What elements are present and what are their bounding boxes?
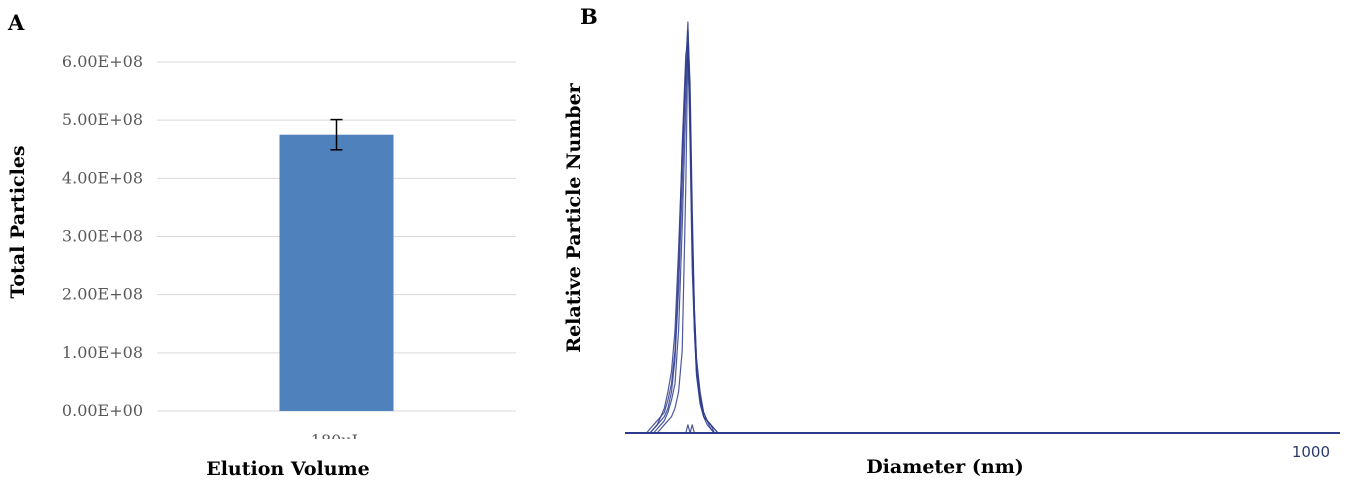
panel-a-letter: A: [7, 10, 25, 35]
a-bars: [279, 118, 394, 412]
a-y-tick-label: 5.00E+08: [62, 110, 143, 129]
b-x-axis-title: Diameter (nm): [866, 456, 1024, 478]
a-y-tick-label: 3.00E+08: [62, 227, 143, 246]
a-y-axis-title: Total Particles: [7, 145, 29, 298]
a-x-category-labels: 180uL: [311, 431, 363, 450]
b-series-line: [625, 41, 1340, 434]
b-y-axis-title: Relative Particle Number: [563, 82, 585, 352]
a-y-tick-labels: 0.00E+00 1.00E+08 2.00E+08 3.00E+08 4.00E+08…: [62, 52, 143, 420]
b-series-line: [625, 424, 1340, 434]
panel-b-chart: 1000: [625, 21, 1340, 461]
a-x-axis-title: Elution Volume: [206, 458, 370, 480]
a-y-tick-label: 2.00E+08: [62, 285, 143, 304]
b-series-line: [625, 424, 1340, 434]
a-y-tick-label: 6.00E+08: [62, 52, 143, 71]
panel-b-letter: B: [580, 4, 598, 29]
b-series-line: [625, 41, 1340, 434]
b-series-line: [625, 54, 1340, 434]
a-y-tick-label: 0.00E+00: [62, 401, 143, 420]
b-x-tick-label: 1000: [1292, 443, 1330, 461]
b-series-lines: [625, 21, 1340, 434]
a-y-tick-label: 1.00E+08: [62, 343, 143, 362]
b-series-line: [625, 29, 1340, 434]
a-x-category-label: 180uL: [311, 431, 363, 450]
b-x-tick-labels: 1000: [1292, 443, 1330, 461]
panel-a-chart: 0.00E+00 1.00E+08 2.00E+08 3.00E+08 4.00E+08…: [62, 52, 516, 450]
a-y-tick-label: 4.00E+08: [62, 168, 143, 187]
b-series-line: [625, 21, 1340, 434]
a-bar: [279, 134, 394, 412]
